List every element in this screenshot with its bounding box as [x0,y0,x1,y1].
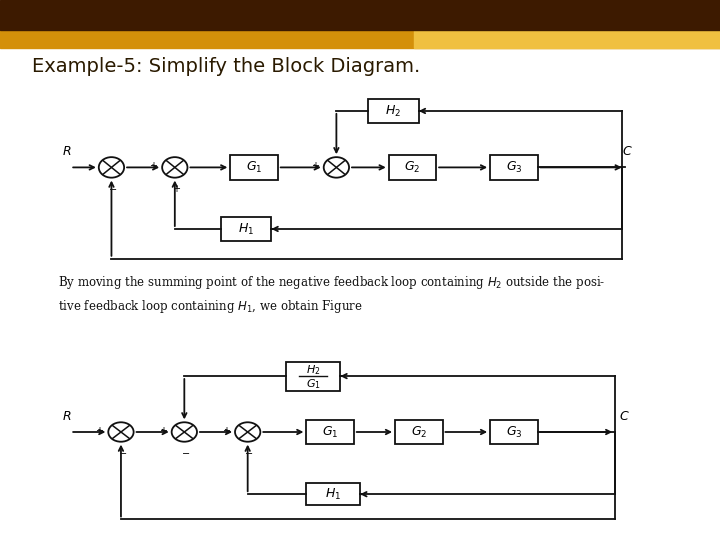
Bar [221,218,271,240]
Text: Example-5: Simplify the Block Diagram.: Example-5: Simplify the Block Diagram. [32,57,420,76]
Text: $G_3$: $G_3$ [505,424,522,440]
Text: $-$: $-$ [181,447,190,457]
Text: $+$: $+$ [311,160,320,171]
Text: $+$: $+$ [149,160,158,171]
Text: $-$: $-$ [86,161,95,171]
Text: $G_3$: $G_3$ [505,160,522,175]
Text: $+$: $+$ [96,425,104,436]
Text: $-$: $-$ [117,447,127,457]
Text: $H_2$: $H_2$ [306,363,320,377]
Text: $H_1$: $H_1$ [325,487,341,502]
Text: $G_2$: $G_2$ [404,160,420,175]
Text: $-$: $-$ [108,183,117,193]
Bar [306,420,354,444]
Bar [230,154,278,180]
Text: $G_1$: $G_1$ [322,424,338,440]
Bar [368,99,419,123]
Text: $-$: $-$ [244,447,253,457]
Text: $H_1$: $H_1$ [238,221,254,237]
Text: $+$: $+$ [222,425,231,436]
Bar [490,420,538,444]
Bar [287,362,341,391]
Bar [389,154,436,180]
Text: $G_1$: $G_1$ [246,160,262,175]
Bar [395,420,443,444]
Text: $G_2$: $G_2$ [410,424,427,440]
Text: $R$: $R$ [63,145,72,158]
Text: $R$: $R$ [63,410,72,423]
Text: $C$: $C$ [623,145,633,158]
Text: $C$: $C$ [619,410,630,423]
Text: By moving the summing point of the negative feedback loop containing $H_2$ outsi: By moving the summing point of the negat… [58,274,605,315]
Text: $+$: $+$ [159,425,168,436]
Bar [306,483,360,505]
Text: $H_2$: $H_2$ [385,104,402,118]
Text: $G_1$: $G_1$ [306,377,321,391]
Text: $+$: $+$ [171,183,181,194]
Bar [490,154,538,180]
